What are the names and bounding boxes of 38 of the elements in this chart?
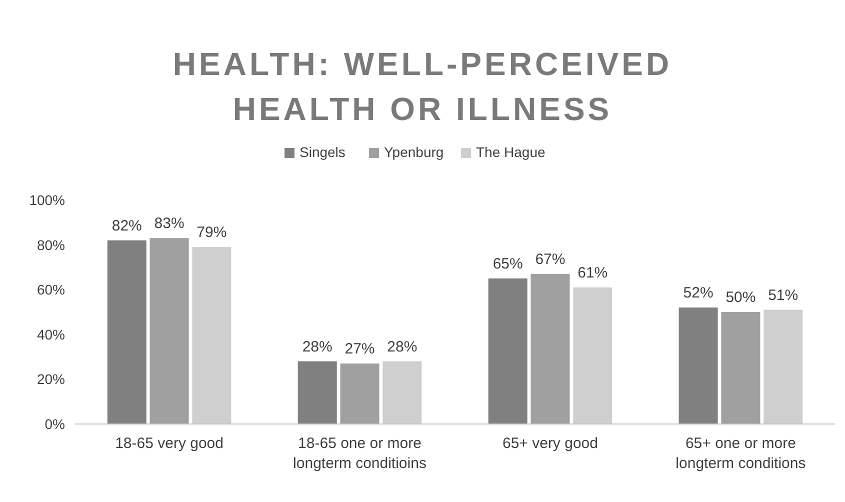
- data-label: 82%: [112, 217, 142, 234]
- x-tick-label: 18-65 one or more longterm conditioins: [293, 435, 426, 472]
- bar: [678, 308, 718, 424]
- y-tick-label: 100%: [29, 192, 65, 208]
- bar: [721, 312, 760, 424]
- data-label: 79%: [196, 224, 227, 242]
- bar: [488, 278, 528, 424]
- data-label: 51%: [768, 286, 798, 304]
- y-tick-label: 60%: [36, 282, 65, 298]
- data-label: 52%: [683, 284, 714, 302]
- x-tick-label: 18-65 very good: [115, 435, 224, 452]
- y-tick-label: 80%: [36, 236, 65, 253]
- data-label: 28%: [387, 338, 418, 356]
- y-tick-label: 40%: [36, 326, 65, 342]
- legend-label: Ypenburg: [384, 144, 444, 160]
- data-label: 27%: [344, 340, 375, 358]
- data-label: 83%: [154, 215, 184, 232]
- data-label: 28%: [302, 338, 332, 356]
- legend-label: Singels: [300, 144, 346, 160]
- bar: [107, 240, 146, 424]
- data-label: 50%: [726, 289, 756, 306]
- bar: [298, 361, 337, 424]
- bar: [150, 238, 189, 424]
- y-tick-label: 20%: [36, 371, 65, 388]
- bar: [192, 247, 232, 424]
- bar: [382, 361, 422, 424]
- data-label: 61%: [578, 264, 608, 282]
- data-label: 67%: [535, 250, 566, 268]
- bar: [764, 310, 803, 424]
- chart-title: HEALTH: WELL-PERCEIVED HEALTH OR ILLNESS: [172, 46, 672, 127]
- bar: [573, 287, 612, 424]
- y-tick-label: 0%: [44, 416, 65, 432]
- data-label: 65%: [492, 255, 523, 272]
- bar: [340, 364, 380, 424]
- x-tick-label: 65+ one or more longterm conditions: [676, 435, 806, 472]
- bar: [530, 274, 570, 424]
- legend-label: The Hague: [476, 144, 546, 160]
- x-tick-label: 65+ very good: [502, 435, 598, 452]
